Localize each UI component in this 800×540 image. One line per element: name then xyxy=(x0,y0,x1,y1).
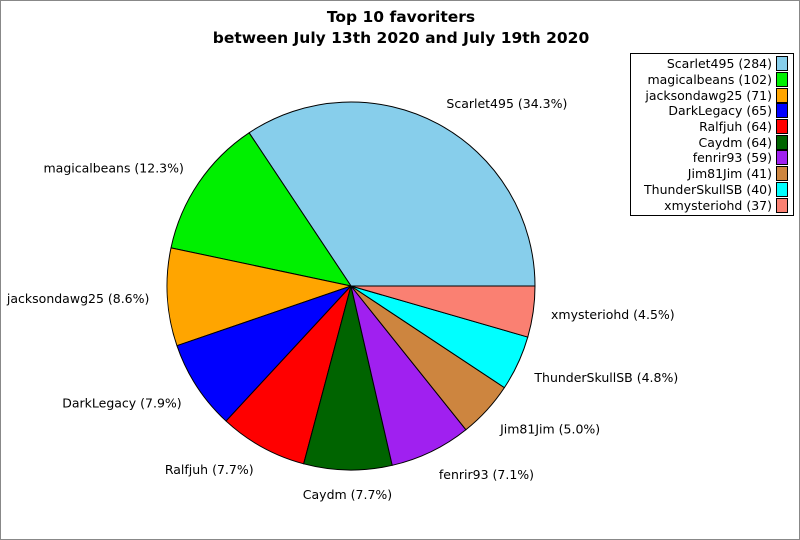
legend-item: Ralfjuh (64) xyxy=(635,119,788,135)
legend-item-label: Scarlet495 (284) xyxy=(666,56,772,72)
legend-item-label: ThunderSkullSB (40) xyxy=(644,181,772,197)
legend-item: Scarlet495 (284) xyxy=(635,56,788,72)
legend-color-swatch xyxy=(776,181,788,197)
legend-item-label: magicalbeans (102) xyxy=(647,72,772,88)
legend-item-label: xmysteriohd (37) xyxy=(664,197,772,213)
slice-label-Jim81Jim: Jim81Jim (5.0%) xyxy=(499,421,600,436)
pie-slice-xmysteriohd xyxy=(350,285,536,338)
legend-color-swatch xyxy=(776,150,788,166)
legend-item: Jim81Jim (41) xyxy=(635,166,788,182)
legend-color-swatch xyxy=(776,197,788,213)
slice-label-magicalbeans: magicalbeans (12.3%) xyxy=(43,161,183,176)
pie-slice-DarkLegacy xyxy=(176,285,352,422)
slice-label-Scarlet495: Scarlet495 (34.3%) xyxy=(446,96,567,111)
chart-title: Top 10 favoriters between July 13th 2020… xyxy=(1,7,799,49)
legend-color-swatch xyxy=(776,87,788,103)
slice-label-ThunderSkullSB: ThunderSkullSB (4.8%) xyxy=(533,370,678,385)
slice-label-DarkLegacy: DarkLegacy (7.9%) xyxy=(62,395,181,410)
slice-label-Ralfjuh: Ralfjuh (7.7%) xyxy=(165,462,254,477)
legend-color-swatch xyxy=(776,134,788,150)
legend-color-swatch xyxy=(776,103,788,119)
legend-item: Caydm (64) xyxy=(635,134,788,150)
slice-label-Caydm: Caydm (7.7%) xyxy=(303,487,392,502)
legend-item: fenrir93 (59) xyxy=(635,150,788,166)
legend-item: ThunderSkullSB (40) xyxy=(635,181,788,197)
pie-slice-jacksondawg25 xyxy=(166,247,352,347)
pie-slice-magicalbeans xyxy=(170,132,352,287)
legend-item: xmysteriohd (37) xyxy=(635,197,788,213)
legend-item-label: Caydm (64) xyxy=(698,134,772,150)
legend-item-label: Ralfjuh (64) xyxy=(699,119,772,135)
legend-item: jacksondawg25 (71) xyxy=(635,87,788,103)
legend-color-swatch xyxy=(776,166,788,182)
legend-item: magicalbeans (102) xyxy=(635,72,788,88)
legend-color-swatch xyxy=(776,56,788,72)
chart-title-line2: between July 13th 2020 and July 19th 202… xyxy=(212,29,590,47)
legend-color-swatch xyxy=(776,119,788,135)
legend-item-label: Jim81Jim (41) xyxy=(687,166,772,182)
legend-item: DarkLegacy (65) xyxy=(635,103,788,119)
legend-item-label: jacksondawg25 (71) xyxy=(645,87,772,103)
legend-item-label: fenrir93 (59) xyxy=(692,150,772,166)
chart-title-line1: Top 10 favoriters xyxy=(326,8,476,26)
slice-label-jacksondawg25: jacksondawg25 (8.6%) xyxy=(6,291,149,306)
slice-label-fenrir93: fenrir93 (7.1%) xyxy=(439,467,534,482)
legend-color-swatch xyxy=(776,72,788,88)
slice-label-xmysteriohd: xmysteriohd (4.5%) xyxy=(551,307,675,322)
legend-item-label: DarkLegacy (65) xyxy=(668,103,772,119)
legend: Scarlet495 (284) magicalbeans (102) jackso… xyxy=(630,53,794,216)
